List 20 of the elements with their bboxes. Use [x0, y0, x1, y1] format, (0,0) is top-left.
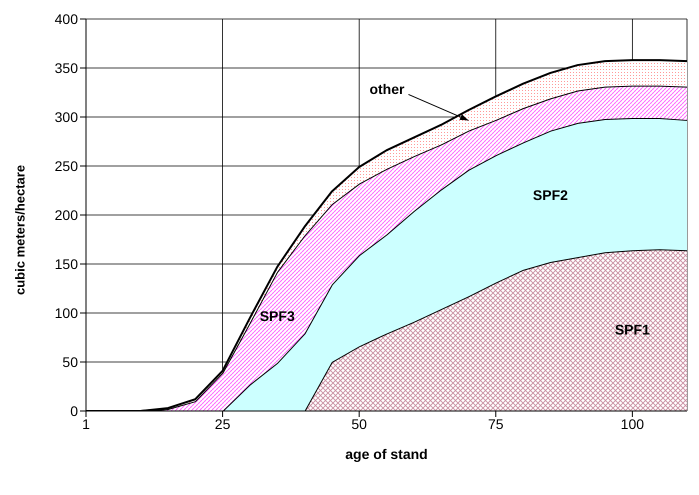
x-tick-label: 75: [488, 416, 504, 432]
x-tick-label: 50: [351, 416, 368, 432]
series-label: SPF3: [260, 308, 295, 324]
y-tick-label: 350: [54, 60, 78, 76]
y-tick-label: 300: [54, 108, 78, 125]
series-label: SPF2: [532, 187, 568, 204]
y-tick-label: 150: [54, 256, 78, 272]
y-tick-label: 0: [70, 402, 78, 419]
text: other: [369, 81, 406, 98]
x-tick-label: 25: [214, 416, 231, 432]
series-label: SPF1: [614, 321, 650, 338]
x-axis-title: age of stand: [345, 446, 428, 462]
y-tick-label: 250: [54, 158, 78, 174]
y-tick-label: 50: [62, 354, 78, 370]
y-tick-label: 200: [54, 206, 78, 223]
y-axis-title: cubic meters/hectare: [12, 164, 28, 295]
y-tick-label: 400: [54, 10, 78, 27]
x-tick-label: 1: [82, 416, 90, 432]
x-tick-label: 100: [620, 416, 644, 432]
y-tick-label: 100: [54, 304, 78, 321]
